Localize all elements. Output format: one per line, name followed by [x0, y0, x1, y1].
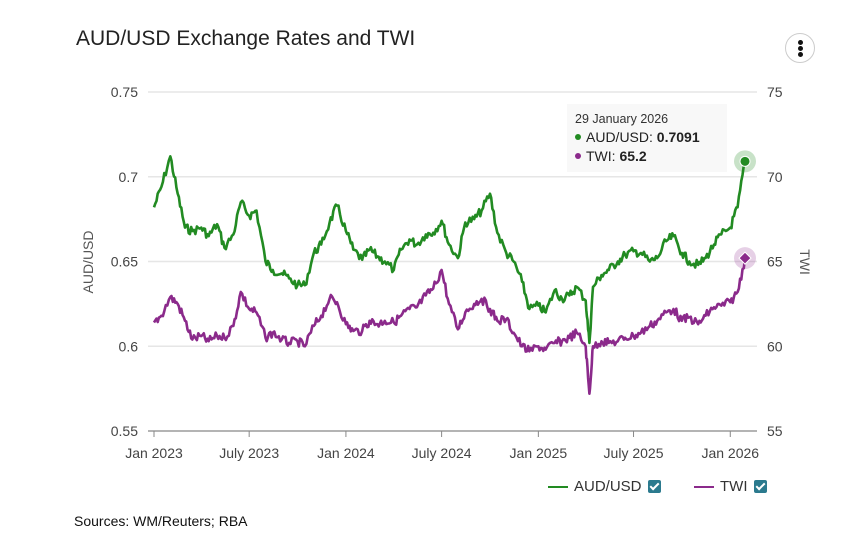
tooltip-row-twi: TWI: 65.2 [575, 147, 719, 166]
line-swatch-icon [694, 485, 714, 488]
line-swatch-icon [548, 485, 568, 488]
x-axis: Jan 2023 July 2023 Jan 2024 July 2024 Jan 20… [125, 430, 759, 461]
series-bullet-icon [575, 153, 581, 160]
chart-title: AUD/USD Exchange Rates and TWI [76, 27, 416, 50]
x-tick-label: Jan 2026 [701, 445, 759, 461]
series-line-twi [152, 257, 747, 395]
series-group [152, 155, 747, 395]
legend-item-audusd[interactable]: AUD/USD [548, 478, 661, 495]
tooltip: 29 January 2026 AUD/USD: 0.7091 TWI: 65.… [567, 104, 727, 172]
legend-label: AUD/USD [574, 478, 642, 495]
y2-tick-label: 75 [767, 84, 783, 100]
data-point-marker [738, 251, 752, 265]
y-axis-title: AUD/USD [80, 230, 96, 293]
y-tick-label: 0.6 [119, 338, 139, 354]
y2-tick-label: 55 [767, 423, 783, 439]
legend-item-twi[interactable]: TWI [694, 478, 767, 495]
y-tick-label: 0.55 [111, 423, 138, 439]
data-point-marker [739, 155, 751, 167]
series-bullet-icon [575, 134, 581, 141]
y-tick-label: 0.75 [111, 84, 138, 100]
checkbox-checked-icon[interactable] [647, 480, 661, 493]
y2-tick-label: 70 [767, 169, 783, 185]
x-tick-label: July 2024 [412, 445, 472, 461]
x-tick-label: Jan 2024 [317, 445, 375, 461]
y-tick-label: 0.7 [119, 169, 139, 185]
x-tick-label: July 2025 [604, 445, 664, 461]
chart-menu-button[interactable] [785, 33, 815, 63]
y-axis-left: 0.75 0.7 0.65 0.6 0.55 [111, 84, 138, 439]
tooltip-value: 0.7091 [656, 129, 700, 145]
x-tick-label: July 2023 [219, 445, 279, 461]
highlight-markers [734, 150, 756, 270]
x-tick-label: Jan 2025 [510, 445, 568, 461]
tooltip-date: 29 January 2026 [575, 112, 669, 126]
tooltip-label: TWI: [586, 148, 620, 164]
y2-tick-label: 65 [767, 254, 783, 270]
y2-axis-title: TWI [797, 249, 813, 275]
series-line-audusd [152, 155, 747, 345]
tooltip-value: 65.2 [619, 148, 647, 164]
gridlines [148, 91, 757, 347]
y2-tick-label: 60 [767, 338, 783, 354]
checkbox-checked-icon[interactable] [753, 480, 767, 493]
source-note: Sources: WM/Reuters; RBA [74, 513, 248, 529]
legend-label: TWI [720, 478, 748, 495]
tooltip-row-audusd: AUD/USD: 0.7091 [575, 128, 719, 147]
tooltip-label: AUD/USD: [586, 129, 657, 145]
y-tick-label: 0.65 [111, 254, 138, 270]
y-axis-right: 75 70 65 60 55 [767, 84, 783, 439]
x-tick-label: Jan 2023 [125, 445, 183, 461]
